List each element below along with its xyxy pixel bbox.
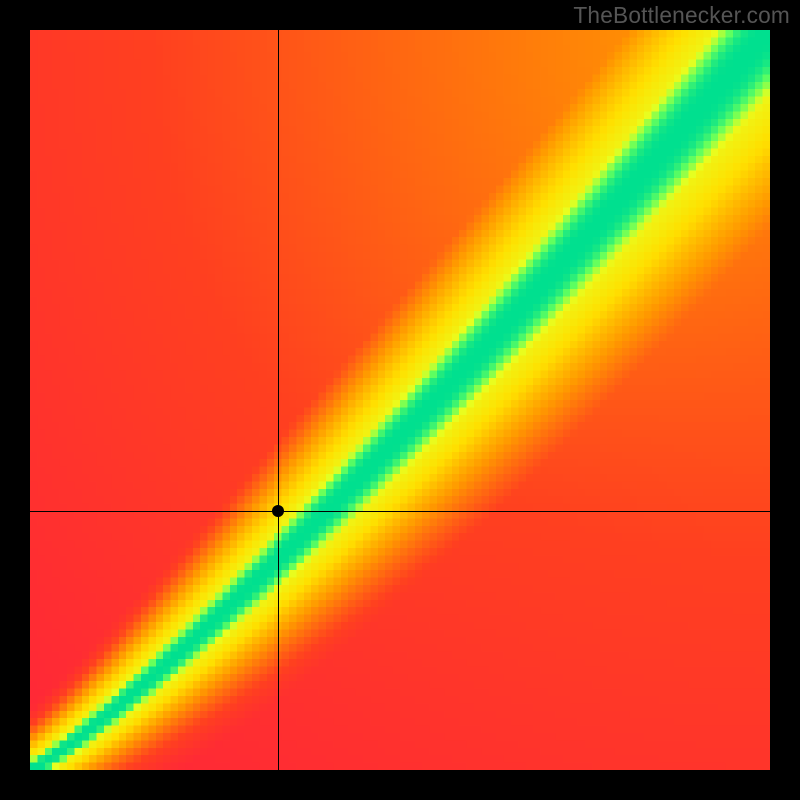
watermark-text: TheBottlenecker.com [573, 2, 790, 29]
crosshair-horizontal [30, 511, 770, 512]
bottleneck-heatmap [30, 30, 770, 770]
figure-container: TheBottlenecker.com [0, 0, 800, 800]
crosshair-vertical [278, 30, 279, 770]
crosshair-marker-dot [272, 505, 284, 517]
plot-frame [0, 0, 800, 800]
